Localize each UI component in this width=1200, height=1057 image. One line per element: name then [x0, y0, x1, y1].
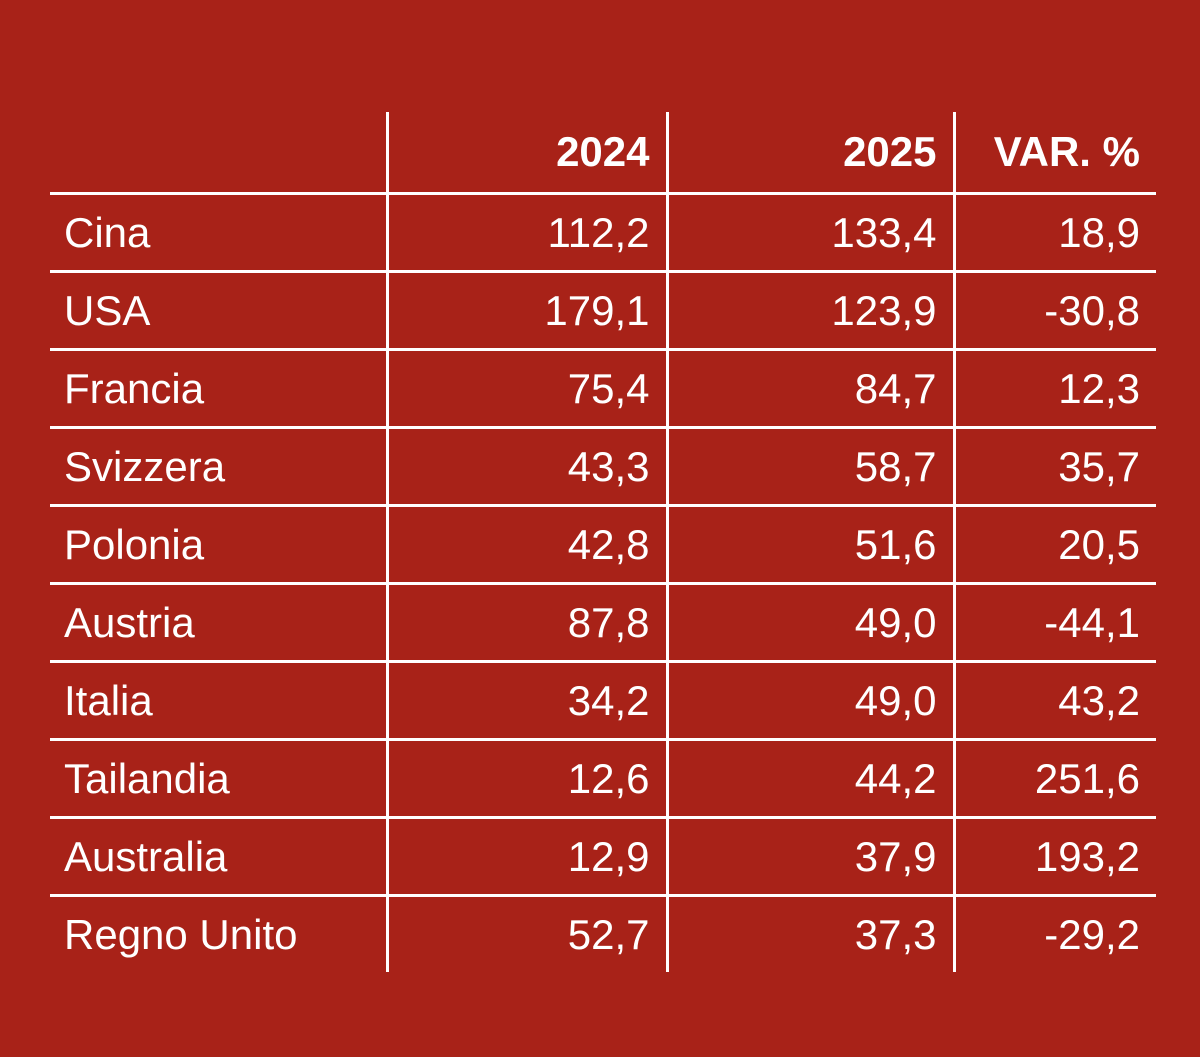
var-pct-cell: 251,6 — [954, 739, 1156, 819]
value-2025-cell: 49,0 — [667, 583, 956, 663]
table-row: Francia 75,4 84,7 12,3 — [50, 349, 1156, 429]
value-2024-cell: 179,1 — [387, 271, 669, 351]
header-2024: 2024 — [387, 112, 669, 195]
var-pct-cell: 193,2 — [954, 817, 1156, 897]
value-2024-cell: 42,8 — [387, 505, 669, 585]
value-2024-cell: 12,9 — [387, 817, 669, 897]
table-header: 2024 2025 VAR. % — [50, 112, 1156, 195]
value-2024-cell: 87,8 — [387, 583, 669, 663]
header-row: 2024 2025 VAR. % — [50, 112, 1156, 195]
var-pct-cell: -29,2 — [1044, 910, 1140, 958]
table-row: Austria 87,8 49,0 -44,1 — [50, 583, 1156, 663]
var-pct-cell: 18,9 — [954, 193, 1156, 273]
value-2024-cell: 75,4 — [387, 349, 669, 429]
value-2024-cell: 34,2 — [387, 661, 669, 741]
country-cell: Regno Unito — [50, 895, 389, 972]
var-pct-cell: -30,8 — [954, 271, 1156, 351]
table-row: Polonia 42,8 51,6 20,5 — [50, 505, 1156, 585]
country-cell: Svizzera — [50, 427, 389, 507]
value-2024-cell: 43,3 — [387, 427, 669, 507]
table-row: USA 179,1 123,9 -30,8 — [50, 271, 1156, 351]
value-2025-cell: 44,2 — [667, 739, 956, 819]
country-cell: Austria — [50, 583, 389, 663]
value-2024-cell: 52,7 — [387, 895, 669, 972]
value-2024-cell: 112,2 — [387, 193, 669, 273]
header-country — [50, 112, 389, 195]
value-2025-cell: 37,3 — [667, 895, 956, 972]
value-2025-cell: 58,7 — [667, 427, 956, 507]
var-pct-cell: 43,2 — [954, 661, 1156, 741]
data-table-container: 2024 2025 VAR. % Cina 112,2 133,4 18,9 U… — [50, 112, 1156, 972]
var-pct-cell: 20,5 — [954, 505, 1156, 585]
value-2025-cell: 51,6 — [667, 505, 956, 585]
value-2025-cell: 84,7 — [667, 349, 956, 429]
table-row: Tailandia 12,6 44,2 251,6 — [50, 739, 1156, 819]
country-cell: Polonia — [50, 505, 389, 585]
var-pct-cell: 12,3 — [954, 349, 1156, 429]
country-cell: Cina — [50, 193, 389, 273]
table-row: Australia 12,9 37,9 193,2 — [50, 817, 1156, 897]
value-2025-cell: 123,9 — [667, 271, 956, 351]
table-row: Regno Unito 52,7 37,3 -29,2 — [50, 895, 1156, 972]
var-pct-cell: -44,1 — [954, 583, 1156, 663]
value-2025-cell: 37,9 — [667, 817, 956, 897]
table-body: Cina 112,2 133,4 18,9 USA 179,1 123,9 -3… — [50, 193, 1156, 972]
country-cell: Tailandia — [50, 739, 389, 819]
header-2025: 2025 — [667, 112, 956, 195]
table-row: Svizzera 43,3 58,7 35,7 — [50, 427, 1156, 507]
table-row: Italia 34,2 49,0 43,2 — [50, 661, 1156, 741]
value-2025-cell: 49,0 — [667, 661, 956, 741]
country-cell: Italia — [50, 661, 389, 741]
country-cell: Australia — [50, 817, 389, 897]
country-cell: Francia — [50, 349, 389, 429]
data-table: 2024 2025 VAR. % Cina 112,2 133,4 18,9 U… — [50, 112, 1156, 972]
value-2024-cell: 12,6 — [387, 739, 669, 819]
table-row: Cina 112,2 133,4 18,9 — [50, 193, 1156, 273]
var-pct-cell: 35,7 — [954, 427, 1156, 507]
value-2025-cell: 133,4 — [667, 193, 956, 273]
header-var-pct: VAR. % — [954, 112, 1156, 195]
country-cell: USA — [50, 271, 389, 351]
